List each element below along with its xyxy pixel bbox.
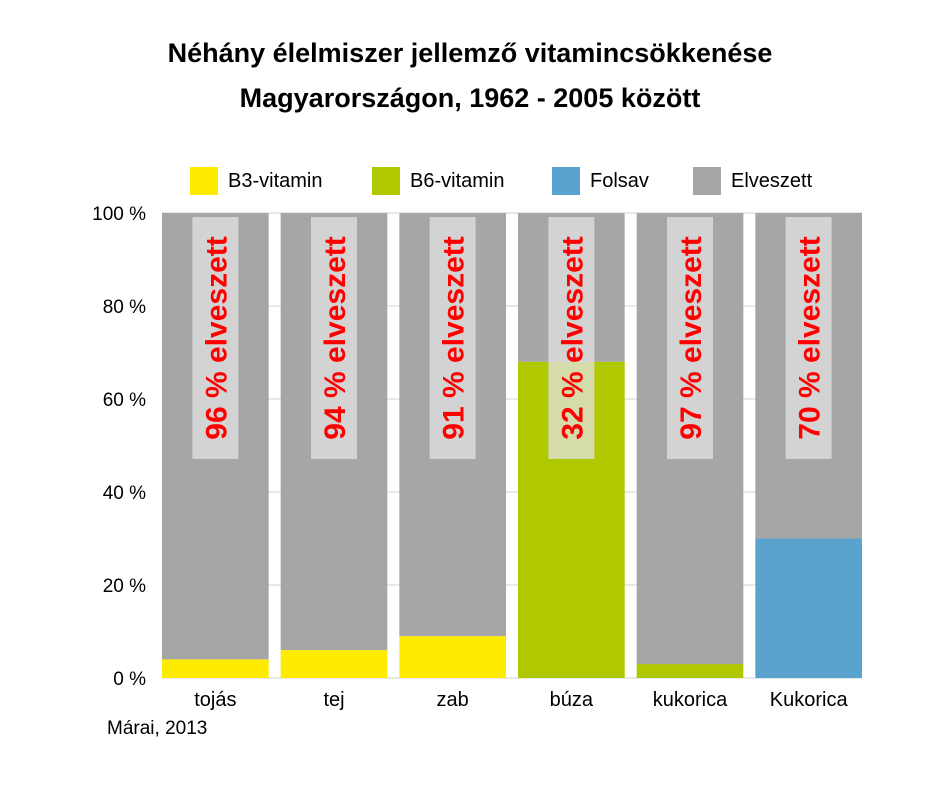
y-tick-label: 20 % xyxy=(103,576,146,597)
legend-item-b3: B3-vitamin xyxy=(190,167,322,195)
legend-swatch xyxy=(372,167,400,195)
legend-item-folsav: Folsav xyxy=(552,167,649,195)
x-tick-label: búza xyxy=(550,689,594,711)
chart-title-line-1: Néhány élelmiszer jellemző vitamincsökke… xyxy=(167,38,773,68)
legend-item-b6: B6-vitamin xyxy=(372,167,504,195)
legend-swatch xyxy=(552,167,580,195)
chart-title-line-2: Magyarországon, 1962 - 2005 között xyxy=(239,83,701,113)
y-tick-label: 40 % xyxy=(103,483,146,504)
bar-segment-b3-vitamin xyxy=(280,650,388,678)
annotation-label: 94 % elveszett xyxy=(319,236,352,439)
x-tick-label: Kukorica xyxy=(770,689,849,711)
bar-segment-folsav xyxy=(755,538,862,678)
annotation-box xyxy=(548,217,595,459)
x-tick-label: tej xyxy=(323,689,344,711)
y-tick-label: 0 % xyxy=(113,669,146,690)
legend-label: Folsav xyxy=(590,169,649,192)
x-tick-label: zab xyxy=(437,689,469,711)
x-tick-label: tojás xyxy=(194,689,236,711)
bar-segment-b6-vitamin xyxy=(636,664,744,678)
annotation-box xyxy=(785,217,832,459)
y-tick-label: 60 % xyxy=(103,390,146,411)
y-tick-label: 100 % xyxy=(92,204,146,225)
annotation-box xyxy=(192,217,239,459)
legend-swatch xyxy=(693,167,721,195)
annotation-label: 96 % elveszett xyxy=(200,236,233,439)
x-tick-label: kukorica xyxy=(653,689,728,711)
y-tick-label: 80 % xyxy=(103,297,146,318)
annotation-label: 32 % elveszett xyxy=(556,236,589,439)
annotation-label: 97 % elveszett xyxy=(675,236,708,439)
legend-swatch xyxy=(190,167,218,195)
bar-segment-b3-vitamin xyxy=(399,636,506,678)
annotation-box xyxy=(429,217,476,459)
source-note: Márai, 2013 xyxy=(107,718,208,739)
annotation-box xyxy=(311,217,357,459)
legend-item-elveszett: Elveszett xyxy=(693,167,812,195)
annotation-label: 91 % elveszett xyxy=(438,236,471,439)
legend-label: Elveszett xyxy=(731,169,813,192)
annotation-label: 70 % elveszett xyxy=(794,236,827,439)
annotation-box xyxy=(667,217,713,459)
legend-label: B6-vitamin xyxy=(410,169,505,192)
legend-label: B3-vitamin xyxy=(228,169,323,192)
bar-segment-b3-vitamin xyxy=(162,659,269,678)
